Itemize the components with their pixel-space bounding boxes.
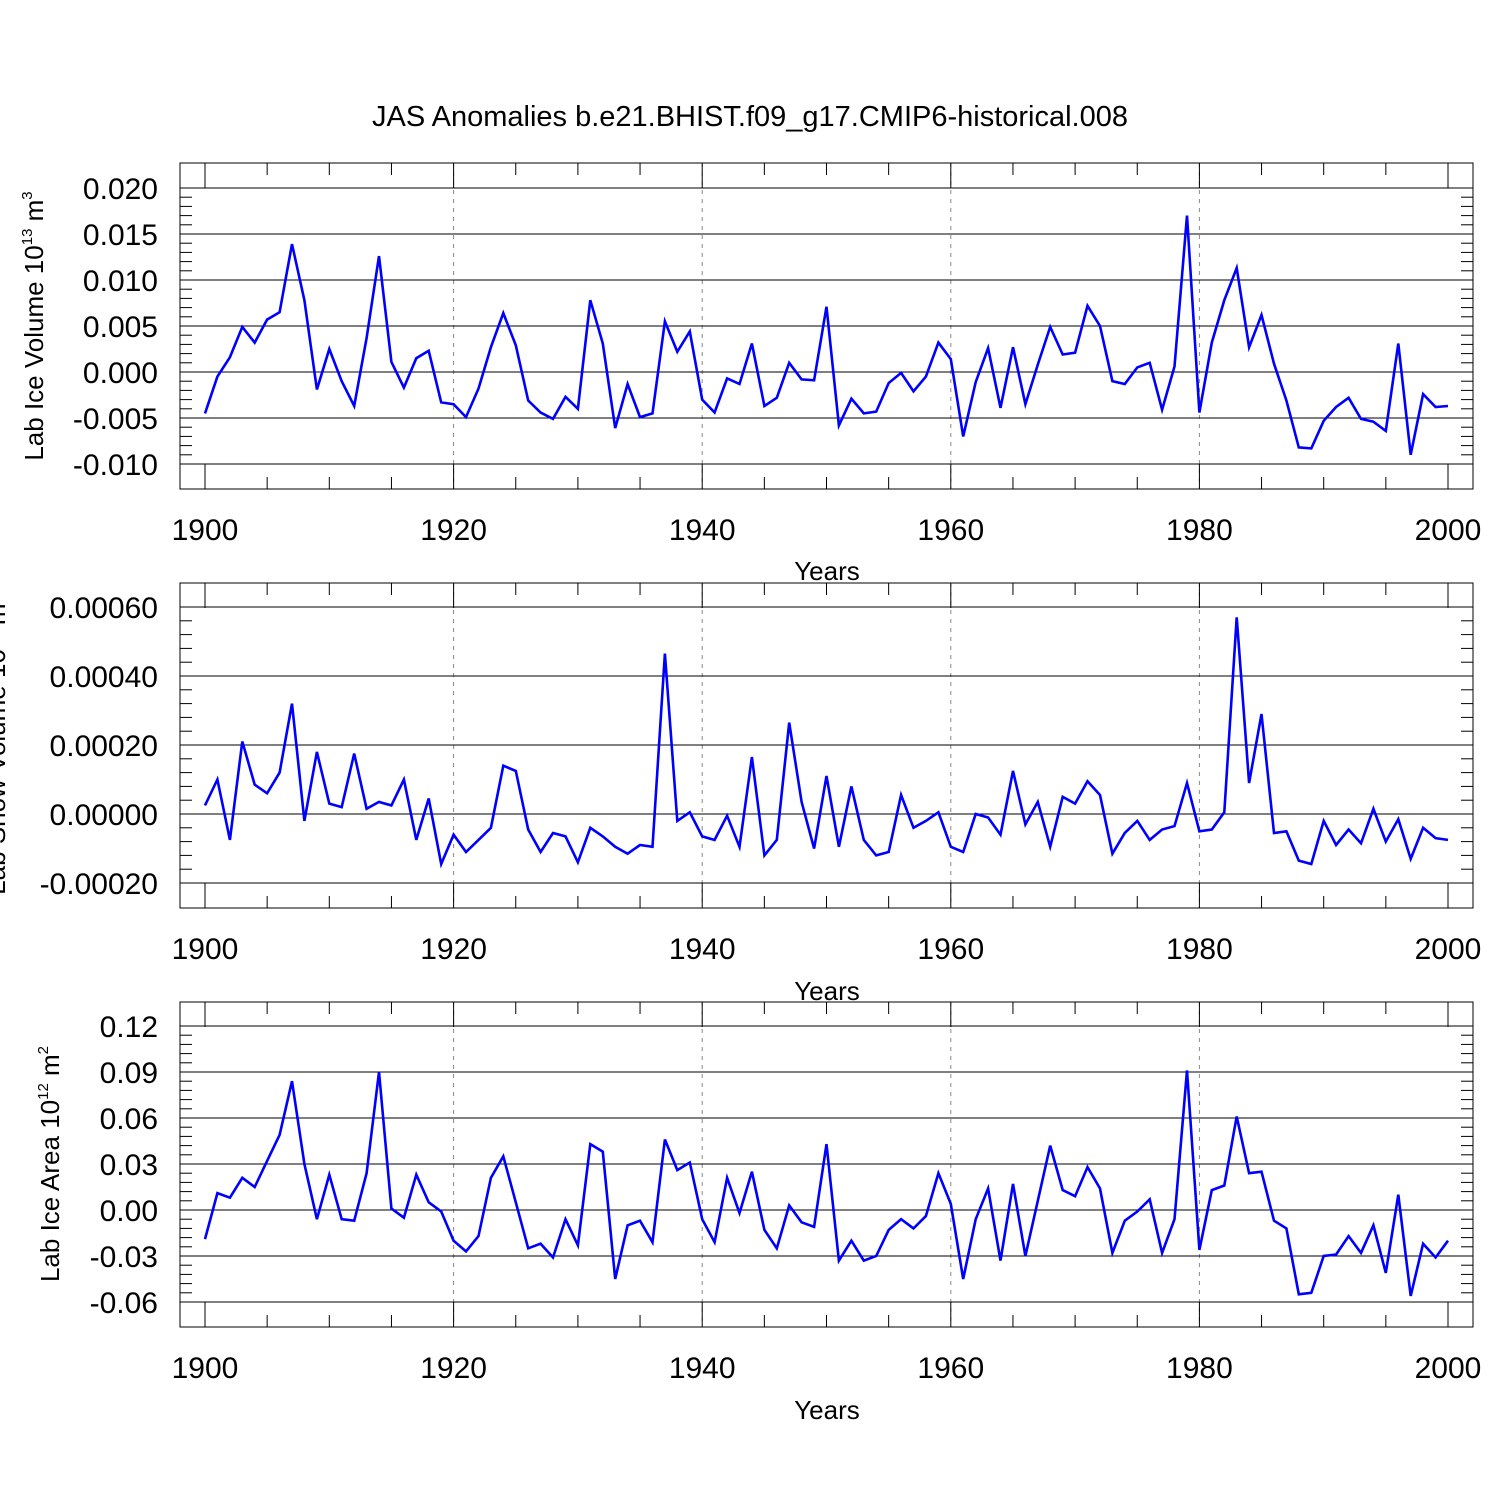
x-axis-title: Years <box>794 976 860 1006</box>
x-tick-label: 1900 <box>172 1352 239 1385</box>
x-tick-label: 1920 <box>420 514 487 547</box>
y-tick-label: 0.00040 <box>50 661 158 694</box>
y-tick-label: 0.03 <box>100 1149 158 1182</box>
y-tick-label: 0.06 <box>100 1103 158 1136</box>
x-tick-label: 2000 <box>1415 1352 1482 1385</box>
y-tick-label: 0.00 <box>100 1195 158 1228</box>
panel-3: -0.06 -0.03 0.00 0.03 0.06 0.09 0.12 1900 1920 19… <box>35 1001 1482 1425</box>
series-line <box>203 617 1449 869</box>
y-tick-label: 0.00020 <box>50 730 158 763</box>
chart-title: JAS Anomalies b.e21.BHIST.f09_g17.CMIP6-… <box>372 101 1128 133</box>
x-tick-label: 1960 <box>917 514 984 547</box>
y-axis-title: Lab Ice Area 1012 m2 <box>35 1046 65 1282</box>
x-axis-title: Years <box>794 1395 860 1425</box>
y-tick-label: 0.005 <box>83 311 158 344</box>
y-tick-label: 0.12 <box>100 1011 158 1044</box>
y-tick-label: 0.00060 <box>50 592 158 625</box>
y-tick-label: 0.015 <box>83 219 158 252</box>
series-line <box>203 1070 1450 1297</box>
x-tick-label: 1920 <box>420 933 487 966</box>
y-tick-label: -0.00020 <box>40 868 158 901</box>
x-tick-label: 1940 <box>669 1352 736 1385</box>
x-tick-label: 1980 <box>1166 1352 1233 1385</box>
x-tick-label: 1920 <box>420 1352 487 1385</box>
x-tick-label: 1900 <box>172 514 239 547</box>
y-tick-label: -0.06 <box>90 1287 158 1320</box>
panel-1: -0.010 -0.005 0.000 0.005 0.010 0.015 0.020 190… <box>19 162 1482 586</box>
series-line <box>203 215 1449 456</box>
x-axis-title: Years <box>794 556 860 586</box>
x-tick-label: 1980 <box>1166 514 1233 547</box>
y-tick-label: 0.00000 <box>50 799 158 832</box>
y-axis-title: Lab Ice Volume 1013 m3 <box>19 191 49 460</box>
x-tick-label: 1960 <box>917 1352 984 1385</box>
x-tick-label: 1900 <box>172 933 239 966</box>
y-tick-label: 0.020 <box>83 173 158 206</box>
y-tick-label: 0.09 <box>100 1057 158 1090</box>
y-tick-label: -0.010 <box>73 449 158 482</box>
y-tick-label: 0.000 <box>83 357 158 390</box>
y-axis-title: Lab Snow Volume 1013 m3 <box>0 595 11 895</box>
y-tick-label: -0.03 <box>90 1241 158 1274</box>
y-tick-label: 0.010 <box>83 265 158 298</box>
x-tick-label: 2000 <box>1415 933 1482 966</box>
x-tick-label: 1980 <box>1166 933 1233 966</box>
x-tick-label: 1960 <box>917 933 984 966</box>
panel-2: -0.00020 0.00000 0.00020 0.00040 0.00060 1900… <box>0 582 1482 1006</box>
x-tick-label: 1940 <box>669 514 736 547</box>
y-tick-label: -0.005 <box>73 403 158 436</box>
x-tick-label: 2000 <box>1415 514 1482 547</box>
x-tick-label: 1940 <box>669 933 736 966</box>
